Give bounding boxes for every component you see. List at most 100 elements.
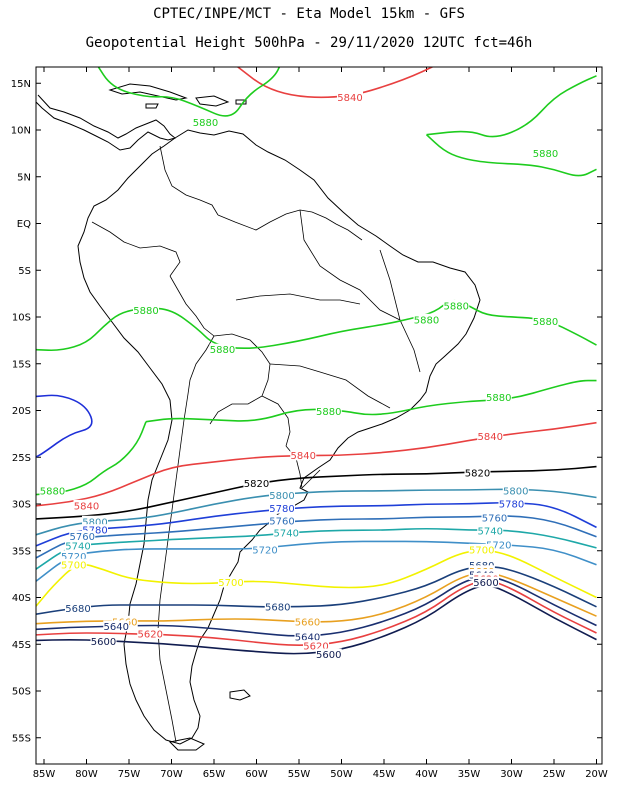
contour-lines xyxy=(36,67,597,655)
lat-label: 55S xyxy=(12,733,31,744)
contour-label: 5840 xyxy=(74,501,99,512)
contour-label-bg xyxy=(294,615,321,627)
lon-label: 55W xyxy=(288,769,311,780)
border-peru-bolivia xyxy=(187,335,215,395)
contour-label: 5700 xyxy=(218,578,243,589)
contour-label-bg xyxy=(243,477,270,489)
lon-label: 25W xyxy=(543,769,566,780)
contour-label: 5680 xyxy=(65,604,90,615)
border-brazil-states-2 xyxy=(269,363,391,409)
contour-label-bg xyxy=(269,502,295,514)
tierra-del-fuego-coastline xyxy=(168,737,205,751)
border-venezuela-brazil xyxy=(217,209,301,231)
contour-label-bg xyxy=(468,543,495,555)
contour-label-bg xyxy=(133,304,159,316)
contour-label: 5700 xyxy=(469,545,494,556)
contour-label-bg xyxy=(269,514,295,526)
border-paraguay-brazil xyxy=(261,395,291,447)
contour-label-bg xyxy=(477,430,504,442)
border-chile-argentina xyxy=(157,393,189,743)
contour-label: 5840 xyxy=(478,432,503,443)
contour-5920 xyxy=(36,394,93,458)
lon-label: 20W xyxy=(585,769,608,780)
contour-label-bg xyxy=(532,315,559,327)
lat-label: 5S xyxy=(18,266,31,277)
contour-label: 5640 xyxy=(295,632,320,643)
lat-label: 35S xyxy=(12,546,31,557)
contour-label: 5680 xyxy=(265,602,290,613)
contour-label-bg xyxy=(69,530,96,542)
lon-label: 75W xyxy=(118,769,141,780)
contour-5840 xyxy=(236,67,435,99)
contour-5680 xyxy=(36,565,597,616)
axis-ticks xyxy=(36,67,602,764)
contour-label-bg xyxy=(303,640,329,652)
contour-label: 5880 xyxy=(316,407,341,418)
contour-5760 xyxy=(36,515,597,559)
contour-label-bg xyxy=(218,576,244,588)
latitude-axis: 15N 10N 5N EQ 5S 10S 15S 20S 25S 30S 35S 40S 45S 50S 5… xyxy=(11,79,31,745)
contour-label: 5800 xyxy=(82,517,107,528)
contour-label-bg xyxy=(532,147,559,159)
lat-label: 20S xyxy=(12,406,31,417)
contour-label: 5720 xyxy=(252,545,277,556)
puerto-rico-coastline xyxy=(235,99,247,105)
border-brazil-states-3 xyxy=(379,249,421,373)
contour-label-bg xyxy=(477,525,504,537)
contour-label-bg xyxy=(481,512,508,524)
contour-label-bg xyxy=(315,648,342,660)
border-colombia-venezuela xyxy=(159,145,219,216)
lon-label: 40W xyxy=(415,769,438,780)
contour-label-bg xyxy=(498,498,525,509)
contour-5700 xyxy=(36,549,597,608)
lat-label: 10N xyxy=(11,126,31,137)
contour-label-bg xyxy=(209,343,236,355)
contour-label: 5840 xyxy=(337,93,362,104)
lon-label: 50W xyxy=(330,769,353,780)
contour-label-bg xyxy=(290,449,317,461)
border-brazil-states-1 xyxy=(299,209,401,321)
contour-label: 5880 xyxy=(414,315,439,326)
contour-label: 5720 xyxy=(486,541,511,552)
contour-label-bg xyxy=(65,540,91,552)
contour-label-bg xyxy=(413,313,440,325)
map-frame xyxy=(35,66,603,765)
falklands-coastline xyxy=(229,689,251,701)
contour-label-bg xyxy=(315,405,342,417)
lat-label: 30S xyxy=(12,500,31,511)
contour-label: 5740 xyxy=(478,527,503,538)
contour-label-bg xyxy=(473,576,499,588)
lon-label: 60W xyxy=(245,769,268,780)
border-brazil-states-4 xyxy=(235,293,361,305)
border-colombia-ecuador-peru xyxy=(91,221,181,277)
contour-label: 5820 xyxy=(244,479,269,490)
border-guianas xyxy=(299,209,363,241)
contour-label: 5760 xyxy=(269,516,294,527)
lon-label: 45W xyxy=(373,769,396,780)
contour-label: 5600 xyxy=(473,578,498,589)
lon-label: 35W xyxy=(458,769,481,780)
contour-label: 5600 xyxy=(91,637,116,648)
south-america-coastline xyxy=(77,129,481,745)
contour-label-bg xyxy=(443,299,470,311)
lat-label: 40S xyxy=(12,593,31,604)
lat-label: 5N xyxy=(17,172,31,183)
contour-label: 5760 xyxy=(70,532,95,543)
lon-label: 30W xyxy=(500,769,523,780)
contour-label: 5740 xyxy=(65,542,90,553)
contour-label-bg xyxy=(264,600,291,612)
lon-label: 80W xyxy=(75,769,98,780)
lon-label: 70W xyxy=(160,769,183,780)
contour-5880 xyxy=(425,134,597,177)
contour-label-bg xyxy=(65,602,91,614)
contour-label: 5880 xyxy=(533,149,558,160)
lat-label: 15N xyxy=(11,79,31,90)
contour-label: 5600 xyxy=(316,650,341,661)
country-borders xyxy=(91,145,421,743)
border-peru-brazil xyxy=(169,275,215,337)
contour-label-bg xyxy=(485,539,512,551)
contour-label-bg xyxy=(60,558,87,570)
lat-label: 10S xyxy=(12,313,31,324)
contour-labels: 5840 5880 5880 5880 5880 5880 5880 5880 5880 5880… xyxy=(39,91,559,661)
